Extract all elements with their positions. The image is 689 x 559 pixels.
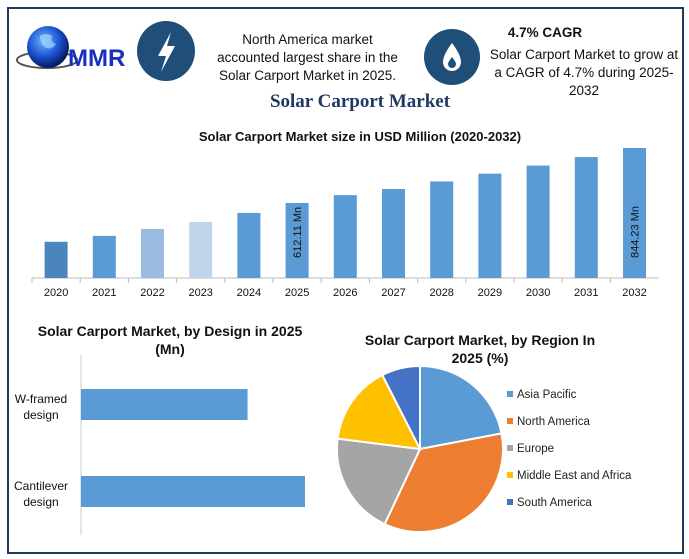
fact-right-line: Solar Carport Market to grow at	[489, 47, 679, 62]
bar-2025	[285, 202, 309, 278]
x-tick-label: 2025	[285, 287, 309, 299]
category-label: W-framed	[15, 392, 67, 406]
pie-slice-europe	[336, 437, 422, 526]
data-label: 612.11 Mn	[292, 207, 304, 258]
fact-right-line: 2032	[568, 83, 600, 98]
bar-2030	[526, 165, 550, 278]
bar-2031	[574, 157, 598, 278]
legend-label: Asia Pacific	[517, 389, 577, 401]
pie-chart-title: Solar Carport Market, by Region In 2025 …	[340, 331, 620, 367]
fact-left-line: Solar Carport Market in 2025.	[218, 68, 397, 83]
pie-slice-south-america	[380, 364, 421, 450]
bar-2028	[430, 181, 454, 278]
bar-chart-title: Solar Carport Market size in USD Million…	[198, 129, 522, 144]
data-label: 844.23 Mn	[630, 206, 642, 258]
design-chart-title-line: Solar Carport Market, by Design in 2025	[37, 323, 303, 339]
legend-label: North America	[517, 416, 590, 428]
pie-chart-title-line: Solar Carport Market, by Region In	[364, 332, 596, 348]
design-bar-chart: W-framed design Cantilever design	[14, 355, 305, 535]
bar-2022	[141, 229, 164, 278]
legend-label: South America	[517, 497, 592, 509]
fact-right: Solar Carport Market to grow at a CAGR o…	[484, 46, 684, 100]
design-chart-title: Solar Carport Market, by Design in 2025 …	[20, 322, 320, 358]
bar-Cantilever-design	[81, 476, 305, 507]
legend-swatch	[507, 472, 513, 478]
x-tick-label: 2021	[92, 287, 116, 299]
bar-2024	[237, 212, 261, 278]
x-tick-label: 2032	[622, 287, 646, 299]
legend-swatch	[507, 391, 513, 397]
legend-label: Europe	[517, 443, 554, 455]
x-tick-label: 2031	[574, 287, 598, 299]
pie-slice-asia-pacific	[419, 364, 503, 451]
design-chart-title-line: (Mn)	[155, 341, 185, 357]
lightning-icon	[137, 21, 195, 81]
x-tick-label: 2028	[429, 287, 453, 299]
region-pie-chart: Asia Pacific North America Europe Middle Ea…	[336, 364, 632, 533]
x-tick-label: 2027	[381, 287, 405, 299]
x-tick-label: 2030	[526, 287, 550, 299]
legend-label: Middle East and Africa	[517, 470, 632, 482]
logo-text: MMR	[68, 45, 125, 72]
frame-border	[7, 7, 684, 554]
bar-2023	[189, 221, 213, 278]
bar-W-framed-design	[81, 389, 248, 420]
mmr-logo: MMR	[16, 26, 125, 72]
market-size-bar-chart: 2020 2021 2022 2023 2024 2025 612.11 Mn 2026 202…	[31, 148, 659, 299]
x-tick-label: 2024	[237, 287, 261, 299]
x-tick-label: 2026	[333, 287, 357, 299]
x-tick-label: 2020	[44, 287, 68, 299]
category-label: Cantilever	[14, 479, 68, 493]
legend-swatch	[507, 499, 513, 505]
bar-2032	[623, 148, 646, 278]
x-tick-label: 2022	[140, 287, 164, 299]
bar-2027	[382, 189, 405, 278]
x-tick-label: 2023	[188, 287, 212, 299]
bar-2021	[92, 235, 116, 278]
fact-left-line: accounted largest share in the	[217, 50, 398, 65]
pie-chart-title-line: 2025 (%)	[451, 350, 509, 366]
legend-swatch	[507, 445, 513, 451]
legend-swatch	[507, 418, 513, 424]
category-label: design	[23, 495, 58, 509]
flame-icon	[424, 29, 480, 85]
fact-left-line: North America market	[242, 32, 373, 47]
category-label: design	[23, 408, 58, 422]
bar-2029	[478, 173, 502, 278]
fact-right-line: a CAGR of 4.7% during 2025-	[494, 65, 674, 80]
pie-slice-north-america	[383, 432, 504, 533]
x-tick-label: 2029	[478, 287, 502, 299]
bar-2020	[44, 241, 68, 278]
bar-2026	[333, 195, 357, 278]
cagr-title: 4.7% CAGR	[507, 25, 583, 40]
page-title: Solar Carport Market	[269, 91, 451, 112]
fact-left: North America market accounted largest s…	[205, 31, 410, 85]
pie-slice-middle-east-and-africa	[336, 373, 422, 451]
